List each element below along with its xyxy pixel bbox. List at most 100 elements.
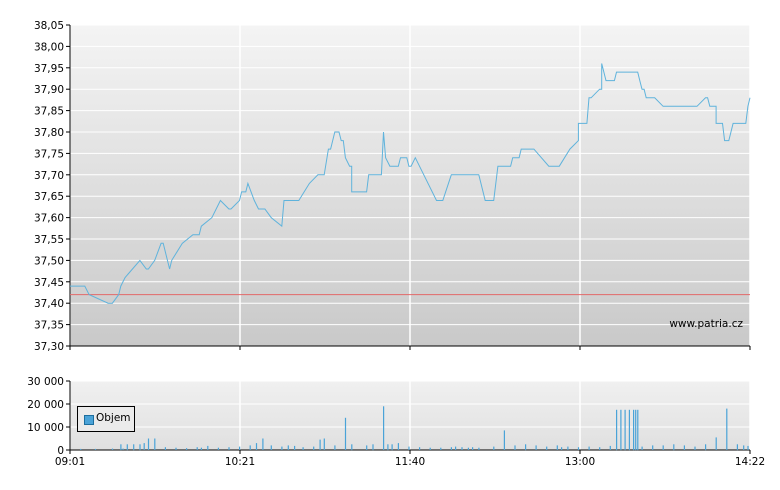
volume-bar (313, 446, 315, 450)
volume-bar (726, 408, 728, 450)
volume-bar (637, 409, 639, 451)
volume-tick-label: 0 (57, 445, 64, 457)
volume-bar (440, 447, 442, 450)
volume-bar (126, 444, 128, 451)
volume-bar (397, 443, 399, 450)
volume-bar (319, 439, 321, 450)
volume-bar (472, 447, 474, 450)
volume-bar (175, 447, 177, 450)
volume-bar (743, 445, 745, 450)
volume-bar (747, 445, 749, 450)
time-tick-label: 14:22 (735, 456, 765, 468)
volume-bar (186, 448, 188, 450)
price-tick-label: 37,70 (34, 170, 64, 182)
volume-bar (514, 445, 516, 450)
volume-bar (196, 447, 198, 450)
price-tick-label: 37,95 (34, 63, 64, 75)
volume-bar (493, 446, 495, 450)
volume-bar (217, 447, 219, 450)
volume-bar (281, 446, 283, 450)
volume-bar (120, 444, 122, 451)
volume-bar (387, 444, 389, 451)
price-tick-label: 37,90 (34, 84, 64, 96)
volume-bar (683, 445, 685, 450)
volume-bar (200, 447, 202, 450)
volume-bar (366, 445, 368, 450)
price-tick-label: 37,60 (34, 213, 64, 225)
volume-bar (147, 438, 150, 450)
time-x-axis: 09:01 10:21 11:40 13:00 14:22 (55, 345, 765, 468)
volume-legend: Objem (77, 406, 135, 432)
price-tick-label: 37,45 (34, 277, 64, 289)
volume-bar (164, 447, 166, 450)
price-tick-label: 37,55 (34, 234, 64, 246)
volume-bar (561, 447, 563, 450)
volume-y-axis: 0 10 000 20 000 30 000 (27, 376, 71, 457)
volume-bar (207, 445, 209, 450)
volume-bar (503, 430, 505, 450)
price-tick-label: 37,35 (34, 320, 64, 332)
volume-bar (455, 446, 457, 450)
volume-bar (80, 448, 82, 450)
volume-bar (133, 444, 135, 451)
volume-bar (334, 445, 336, 450)
volume-bar (715, 437, 717, 450)
volume-bar (255, 443, 258, 450)
volume-bar (535, 445, 537, 450)
volume-bar (609, 445, 611, 450)
volume-bar (302, 447, 304, 450)
price-tick-label: 37,40 (34, 298, 64, 310)
volume-bar (344, 417, 347, 450)
price-tick-label: 38,05 (34, 20, 64, 32)
volume-bar (429, 447, 431, 450)
volume-tick-label: 20 000 (27, 399, 64, 411)
volume-bar (641, 446, 643, 450)
volume-bar (270, 445, 272, 450)
price-y-axis: 37,30 37,35 37,40 37,45 37,50 37,55 37,60 37,65… (34, 20, 71, 353)
time-tick-label: 13:00 (565, 456, 595, 468)
time-tick-label: 09:01 (55, 456, 85, 468)
volume-bar (694, 446, 696, 450)
legend-label-objem: Objem (96, 412, 131, 424)
volume-bar (154, 438, 156, 450)
volume-bar (567, 446, 569, 450)
volume-bar (546, 446, 548, 450)
price-tick-label: 38,00 (34, 41, 64, 53)
volume-bar (633, 409, 635, 451)
volume-bar (262, 438, 264, 450)
price-tick-label: 37,85 (34, 106, 64, 118)
time-tick-label: 11:40 (395, 456, 425, 468)
volume-bar (588, 446, 590, 450)
volume-bar (662, 445, 664, 450)
volume-tick-label: 10 000 (27, 422, 64, 434)
volume-bar (323, 438, 325, 450)
volume-bar (143, 443, 145, 450)
price-tick-label: 37,75 (34, 148, 64, 160)
price-series-line (70, 63, 751, 304)
volume-bar (391, 444, 393, 451)
volume-bar (287, 445, 289, 450)
volume-bars (80, 406, 749, 451)
volume-bar (111, 448, 114, 450)
volume-bar (139, 444, 141, 451)
volume-bar (616, 409, 618, 451)
volume-bar (383, 406, 385, 450)
volume-bar (351, 444, 353, 451)
volume-bar (478, 447, 480, 450)
volume-bar (620, 409, 622, 451)
volume-bar (673, 444, 675, 451)
volume-bar (577, 447, 580, 450)
volume-bar (705, 444, 707, 451)
watermark: www.patria.cz (669, 318, 743, 330)
volume-bar (239, 446, 241, 450)
volume-tick-label: 30 000 (27, 376, 64, 388)
volume-bar (450, 447, 452, 450)
volume-bar (419, 447, 421, 450)
volume-bar (408, 446, 410, 450)
price-tick-label: 37,30 (34, 341, 64, 353)
volume-bar (94, 448, 97, 450)
volume-bar (372, 444, 374, 451)
time-tick-label: 10:21 (225, 456, 255, 468)
volume-bar (228, 447, 230, 450)
